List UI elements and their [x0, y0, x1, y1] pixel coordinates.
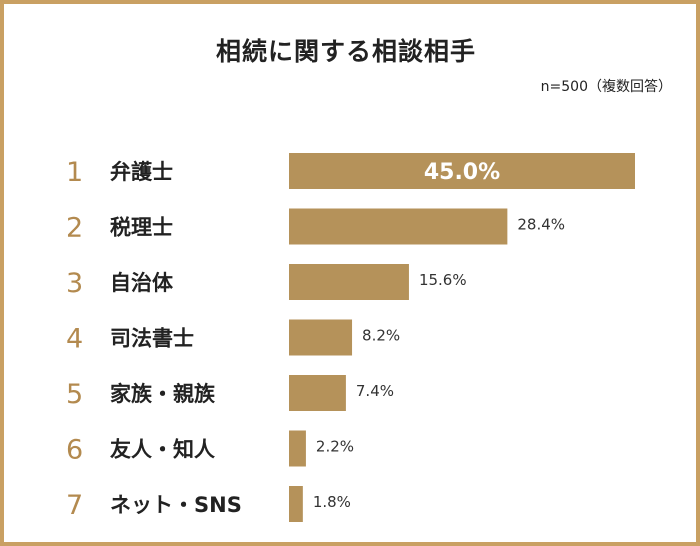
rank-number: 4 [66, 324, 83, 355]
bar [289, 264, 409, 300]
category-label: 自治体 [110, 271, 174, 295]
category-label: 友人・知人 [110, 438, 215, 462]
rank-number: 7 [66, 490, 83, 521]
bar [289, 319, 353, 356]
bar [289, 208, 508, 245]
bar [289, 486, 303, 522]
category-label: ネット・SNS [110, 493, 242, 517]
bar [289, 430, 306, 467]
rank-number: 1 [66, 157, 83, 188]
chart-title: 相続に関する相談相手 [215, 37, 476, 66]
data-label: 7.4% [356, 382, 394, 400]
rank-number: 5 [66, 379, 83, 410]
sample-note: n=500（複数回答） [540, 79, 672, 95]
category-label: 税理士 [110, 216, 173, 240]
data-label: 28.4% [517, 216, 565, 234]
bar [289, 153, 635, 189]
data-label: 15.6% [419, 271, 467, 289]
category-label: 弁護士 [110, 160, 173, 184]
rank-number: 2 [66, 213, 83, 244]
rank-number: 3 [66, 268, 83, 299]
category-label: 司法書士 [110, 327, 194, 351]
data-label: 8.2% [362, 327, 400, 345]
category-label: 家族・親族 [110, 382, 216, 406]
data-label: 2.2% [316, 438, 354, 456]
bar [289, 375, 346, 411]
data-label: 45.0% [424, 160, 500, 185]
data-label: 1.8% [313, 493, 351, 511]
rank-number: 6 [66, 435, 83, 466]
